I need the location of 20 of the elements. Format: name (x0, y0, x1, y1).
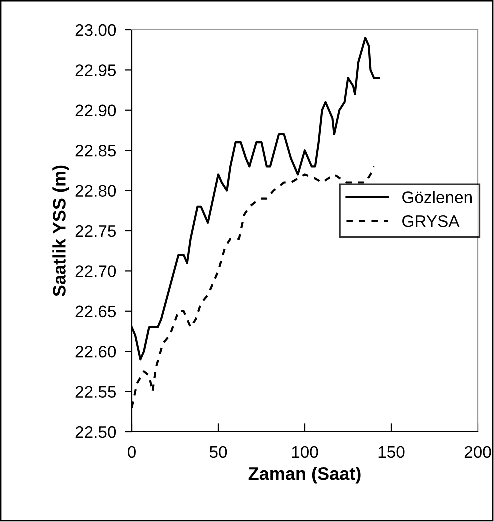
y-tick-label: 22.75 (76, 225, 116, 238)
legend-label: GRYSA (402, 216, 460, 228)
y-tick-label: 23.00 (76, 24, 116, 36)
y-tick-label: 22.50 (76, 426, 116, 438)
y-tick-label: 22.65 (76, 306, 116, 318)
x-tick-label: 50 (210, 446, 228, 458)
x-axis-title: Zaman (Saat) (248, 466, 361, 484)
y-tick-label: 22.85 (76, 145, 116, 157)
y-tick-label: 22.55 (76, 386, 116, 398)
y-tick-label: 22.95 (76, 64, 116, 76)
x-tick-label: 100 (292, 446, 318, 458)
legend-label: Gözlenen (402, 191, 472, 204)
x-tick-label: 200 (464, 446, 492, 458)
y-tick-label: 22.70 (76, 266, 116, 278)
y-tick-label: 22.80 (76, 185, 116, 198)
y-tick-label: 22.90 (76, 104, 116, 117)
y-tick-label: 22.60 (76, 346, 116, 358)
x-tick-label: 150 (378, 446, 405, 458)
x-tick-label: 0 (128, 446, 136, 458)
y-axis-title: Saatlik YSS (m) (52, 166, 70, 297)
